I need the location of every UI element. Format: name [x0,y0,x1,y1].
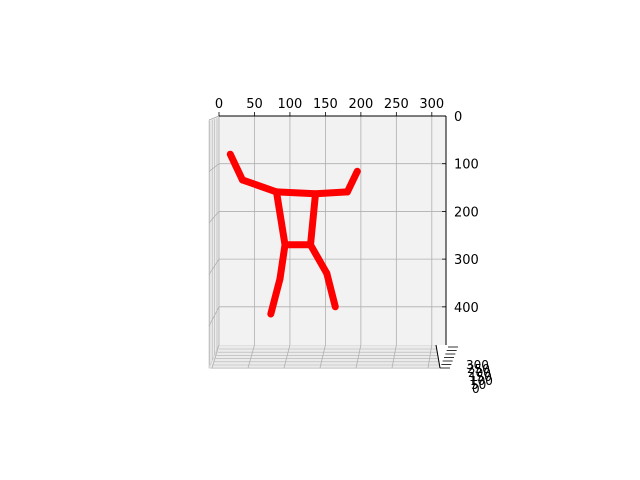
side-gridline [208,306,220,327]
z-tick-label: 250 [467,362,490,376]
segment-left-thigh [276,241,289,283]
x-tick-label: 200 [348,97,373,112]
x-tick-label: 0 [215,97,223,112]
x-tick-labels: 0 50 100 150 200 250 300 [215,97,444,112]
y-tick-label: 0 [454,110,462,125]
y-tick-label: 100 [454,158,479,173]
z-tick-label: 50 [471,378,486,392]
segment-right-torso [307,190,319,249]
data-segments [226,150,361,318]
left-side-pane [208,115,220,369]
segment-right-upper-arm [343,167,361,196]
z-tick-label: 150 [469,370,492,384]
segment-shoulders [273,188,351,198]
z-tick-label: 0 [472,382,480,396]
y-tick-label: 400 [454,301,479,316]
x-tick-label: 300 [419,97,444,112]
x-tick-label: 50 [246,97,263,112]
x-tick-label: 250 [384,97,409,112]
segment-left-upper-arm [238,176,280,196]
segment-left-forearm [226,150,246,184]
y-tick-label: 200 [454,205,479,220]
z-tick-label: 200 [468,366,491,380]
z-axis-line [435,344,441,369]
axis-lines [218,112,458,369]
floor-grid [210,344,440,369]
z-tick-label: 300 [466,358,489,372]
segment-left-torso [273,188,289,249]
side-gridline [208,115,220,121]
side-gridline [208,258,220,275]
segment-left-shin [267,275,284,318]
side-gridline [208,163,220,172]
y-tick-label: 300 [454,253,479,268]
x-tick-label: 100 [278,97,303,112]
y-tick-labels: 0 100 200 300 400 [454,110,479,316]
x-tick-label: 150 [313,97,338,112]
side-gridline [208,211,220,224]
side-grid [208,115,220,365]
floor-gridline [211,344,220,369]
back-pane [219,116,446,345]
segment-right-thigh [307,241,331,277]
segment-right-shin [323,269,339,311]
z-tick-label: 100 [470,374,493,388]
